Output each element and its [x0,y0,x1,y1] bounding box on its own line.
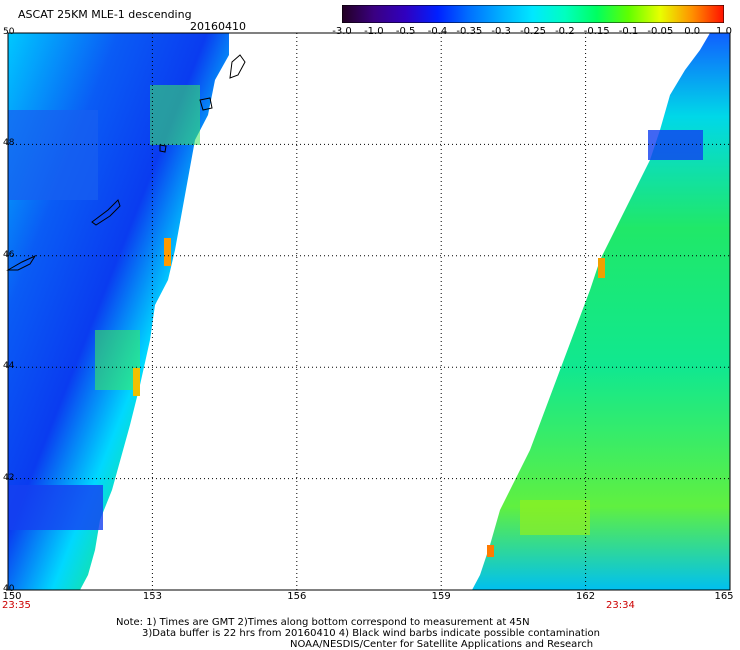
colorbar-tick-label: -0.3 [491,26,511,37]
kuril-island-4 [91,199,121,226]
kuril-island-2 [199,97,213,111]
latitude-label: 48 [3,138,15,149]
longitude-label: 153 [142,591,162,602]
left-swath-blue-patch-low [8,485,103,530]
colorbar-tick-label: -3.0 [332,26,352,37]
latitude-label: 44 [3,361,15,372]
time-right: 23:34 [606,600,635,611]
colorbar-tick-label: -0.5 [395,26,416,37]
product-title: ASCAT 25KM MLE-1 descending [18,8,192,21]
left-swath-orange-cell [164,238,171,266]
colorbar-tick-label: -0.35 [456,26,483,37]
latitude-label: 40 [3,584,15,594]
right-swath [472,33,730,590]
time-left: 23:35 [2,600,31,611]
colorbar-tick-label: -0.15 [583,26,610,37]
right-swath-orange-cell-low [487,545,494,557]
longitude-label: 162 [576,591,596,602]
kuril-island-3 [159,144,167,153]
colorbar-tick-label: -0.2 [555,26,575,37]
product-date: 20160410 [190,20,246,33]
latitude-label: 42 [3,472,15,483]
longitude-label: 165 [714,591,734,602]
right-swath-orange-cell [598,258,605,278]
kuril-island-1 [229,54,246,79]
colorbar-tick-label: -0.05 [647,26,674,37]
hokkaido-coast [6,254,37,271]
latitude-label: 46 [3,249,15,260]
left-swath-yellow-cell [133,368,140,396]
right-swath-greenyellow-patch [520,500,590,535]
longitude-label: 159 [431,591,451,602]
colorbar-tick-label: -1.0 [364,26,384,37]
colorbar-tick-label: -0.25 [520,26,546,37]
lat-lon-grid [8,33,730,590]
left-swath-green-patch [150,85,200,145]
colorbar-tick-label: 1.0 [716,26,732,37]
right-swath-blue-patch [648,130,703,160]
longitude-label: 156 [287,591,307,602]
longitude-label: 150 [2,591,22,602]
left-swath-blue-patch [8,110,98,200]
footer-note-line1: Note: 1) Times are GMT 2)Times along bot… [116,617,530,628]
colorbar-tick-label: -0.4 [427,26,448,37]
map-frame [7,32,731,591]
left-swath-green-patch-mid [95,330,140,390]
colorbar-tick-label: -0.1 [618,26,639,37]
footer-note-line2: 3)Data buffer is 22 hrs from 20160410 4)… [142,628,600,639]
footer-note-line3: NOAA/NESDIS/Center for Satellite Applica… [290,639,594,650]
colorbar-tick-label: 0.0 [684,26,701,37]
latitude-label: 50 [3,27,15,37]
